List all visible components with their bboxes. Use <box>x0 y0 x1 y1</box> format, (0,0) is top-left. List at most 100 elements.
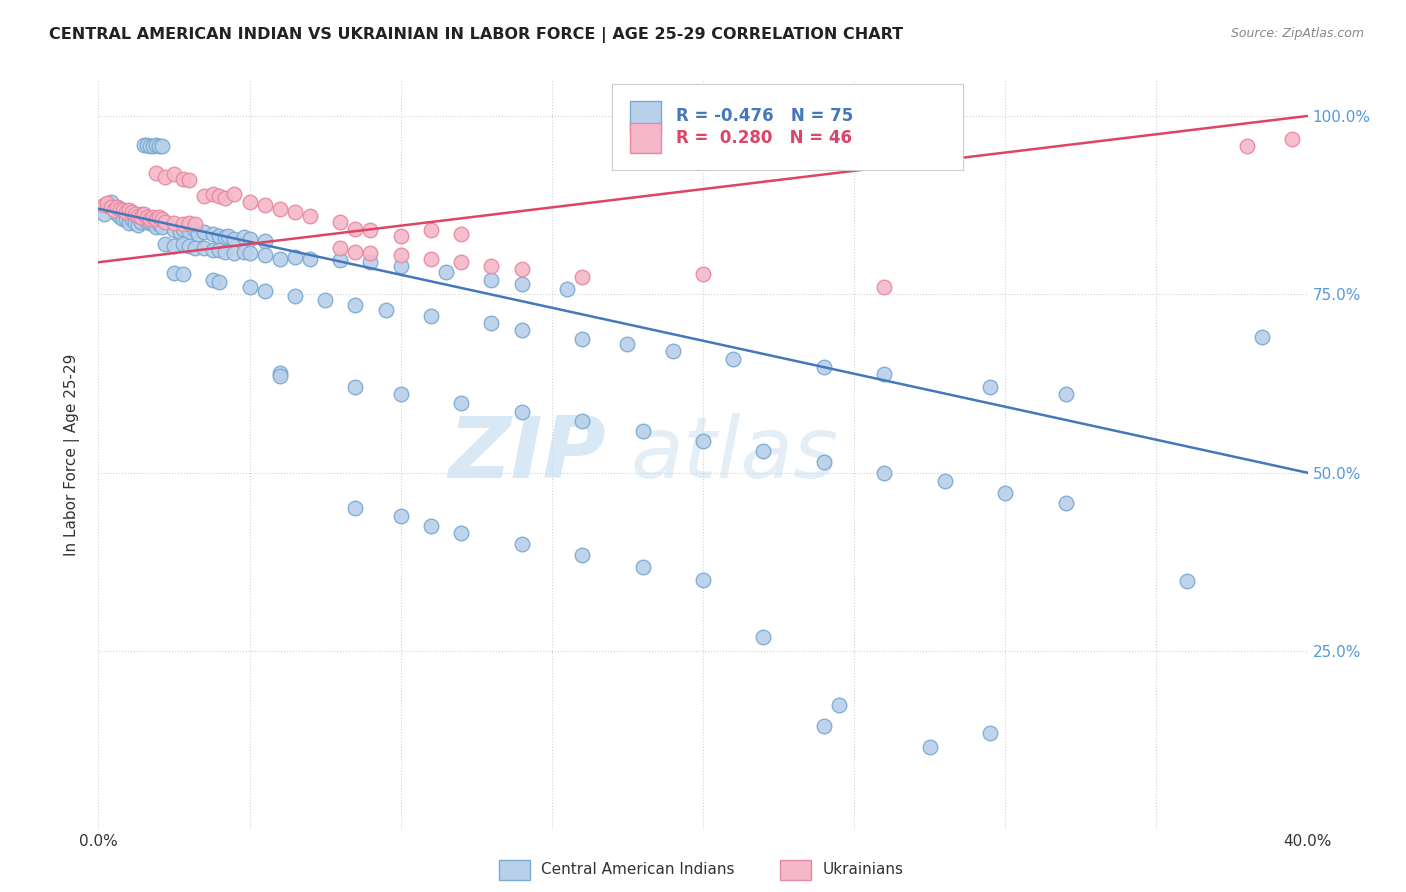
Point <box>269 366 291 380</box>
Text: Central American Indians: Central American Indians <box>541 863 735 877</box>
Point <box>202 227 225 241</box>
Point <box>114 205 136 219</box>
Point <box>121 205 143 219</box>
Point <box>208 189 231 203</box>
Y-axis label: In Labor Force | Age 25-29: In Labor Force | Age 25-29 <box>63 354 80 556</box>
Point <box>481 273 503 287</box>
Point <box>124 207 146 221</box>
Point <box>145 219 167 234</box>
Point <box>481 316 503 330</box>
Text: CENTRAL AMERICAN INDIAN VS UKRAINIAN IN LABOR FORCE | AGE 25-29 CORRELATION CHAR: CENTRAL AMERICAN INDIAN VS UKRAINIAN IN … <box>49 27 903 43</box>
Text: Source: ZipAtlas.com: Source: ZipAtlas.com <box>1230 27 1364 40</box>
Point <box>214 191 236 205</box>
Point <box>813 719 835 733</box>
Point <box>571 332 593 346</box>
Bar <box>630 123 661 153</box>
Point <box>692 434 714 448</box>
Point <box>692 573 714 587</box>
Point <box>979 726 1001 740</box>
Point <box>93 198 115 212</box>
Point <box>374 303 396 318</box>
Bar <box>630 102 661 131</box>
Point <box>145 137 167 152</box>
Point <box>269 369 291 384</box>
Point <box>481 259 503 273</box>
Point <box>873 280 896 294</box>
Point <box>127 218 149 232</box>
Point <box>723 351 745 366</box>
Point <box>103 203 125 218</box>
Point <box>420 309 443 323</box>
Point <box>344 380 367 394</box>
Point <box>253 234 276 248</box>
Point <box>571 548 593 562</box>
Point <box>208 243 231 257</box>
Point <box>239 246 262 260</box>
Point <box>148 218 170 232</box>
Point <box>172 218 194 232</box>
Point <box>224 187 246 202</box>
Point <box>142 218 165 232</box>
Point <box>111 203 134 218</box>
Point <box>129 211 152 225</box>
Point <box>100 194 122 209</box>
Point <box>172 221 194 235</box>
Point <box>163 223 186 237</box>
Point <box>148 211 170 225</box>
Point <box>510 277 533 291</box>
Point <box>187 227 209 241</box>
Point <box>450 396 472 410</box>
Point <box>420 519 443 533</box>
Point <box>269 252 291 266</box>
Point <box>121 212 143 227</box>
Point <box>118 211 141 225</box>
Point <box>269 202 291 216</box>
Point <box>135 214 157 228</box>
Point <box>450 227 472 241</box>
Point <box>202 273 225 287</box>
Point <box>389 508 412 523</box>
Point <box>193 225 215 239</box>
Point <box>193 241 215 255</box>
Point <box>129 214 152 228</box>
Point <box>193 189 215 203</box>
Point <box>139 212 162 227</box>
Point <box>179 225 201 239</box>
Point <box>184 218 207 232</box>
Point <box>873 466 896 480</box>
Point <box>360 223 382 237</box>
Point <box>153 214 176 228</box>
Point <box>934 475 956 489</box>
Point <box>135 137 157 152</box>
Point <box>184 241 207 255</box>
Point <box>224 246 246 260</box>
Point <box>752 630 775 644</box>
Point <box>510 262 533 277</box>
Point <box>100 200 122 214</box>
Point <box>813 455 835 469</box>
Point <box>132 137 155 152</box>
Point <box>179 173 201 187</box>
Point <box>631 560 654 574</box>
Point <box>510 537 533 551</box>
Point <box>132 207 155 221</box>
Point <box>153 237 176 252</box>
Point <box>118 216 141 230</box>
Point <box>114 207 136 221</box>
Point <box>148 139 170 153</box>
Point <box>224 232 246 246</box>
Point <box>299 252 322 266</box>
Point <box>329 253 352 268</box>
Point <box>93 207 115 221</box>
Point <box>344 501 367 516</box>
Point <box>184 223 207 237</box>
Point <box>239 280 262 294</box>
Point <box>510 323 533 337</box>
Point <box>253 284 276 298</box>
Point <box>163 168 186 182</box>
Point <box>420 252 443 266</box>
Point <box>344 298 367 312</box>
Point <box>150 139 173 153</box>
Point <box>314 293 336 307</box>
Point <box>1054 387 1077 401</box>
